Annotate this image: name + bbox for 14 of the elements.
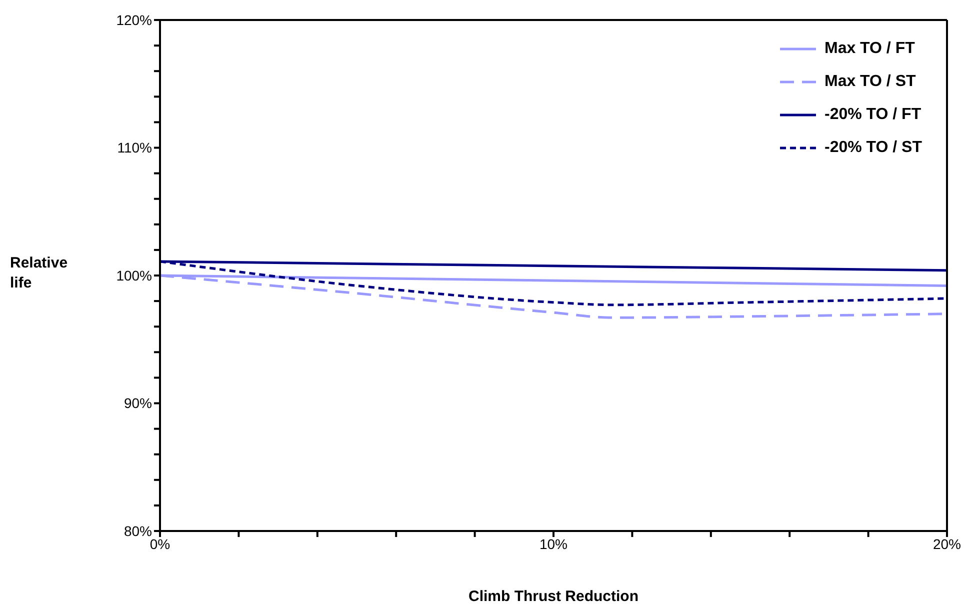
y-tick-label: 80% xyxy=(124,522,152,539)
legend-label: Max TO / ST xyxy=(824,72,916,90)
legend-label: -20% TO / FT xyxy=(824,106,922,124)
legend-label: Max TO / FT xyxy=(824,40,915,58)
y-tick-label: 90% xyxy=(124,395,152,412)
y-axis-title: Relative life xyxy=(10,254,68,292)
y-tick-label: 120% xyxy=(116,12,152,28)
legend-label: -20% TO / ST xyxy=(824,138,922,156)
x-tick-label: 10% xyxy=(539,536,568,552)
y-tick-label: 100% xyxy=(116,267,152,284)
y-tick-label: 110% xyxy=(117,140,152,156)
x-tick-label: 20% xyxy=(932,536,962,552)
x-tick-label: 0% xyxy=(150,536,170,552)
x-axis-title: Climb Thrust Reduction xyxy=(468,588,638,605)
